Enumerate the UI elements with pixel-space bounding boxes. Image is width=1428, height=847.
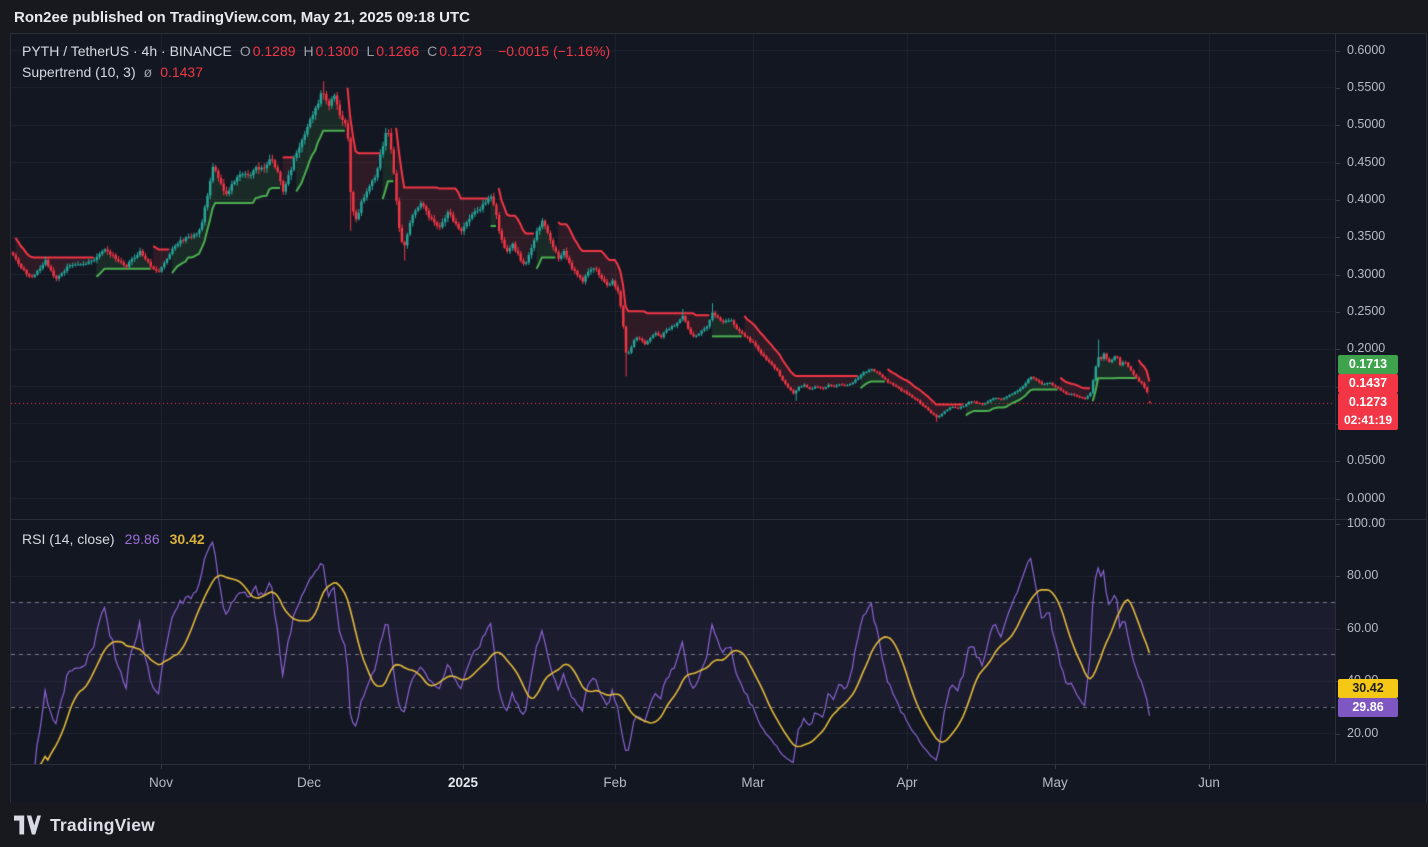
axis-tick-mark (1336, 311, 1340, 313)
rsi-title: RSI (14, close) (22, 531, 115, 547)
price-tick-label: 0.0000 (1347, 490, 1386, 505)
rsi-value: 29.86 (124, 531, 160, 547)
time-tick-mark (615, 765, 616, 769)
time-label-jun: Jun (1198, 775, 1220, 790)
ohlc-value: 0.1266 (376, 42, 420, 59)
ohlc-values: O 0.1289 H 0.1300 L 0.1266 C 0.1273 (240, 43, 490, 59)
rsi-ma-value: 30.42 (169, 531, 205, 547)
axis-tick-mark (1336, 576, 1340, 577)
countdown-timer: 02:41:19 (1343, 413, 1393, 428)
price-tick-label: 0.6000 (1347, 42, 1386, 57)
rsi-badge: 30.42 (1338, 678, 1398, 698)
time-tick-mark (161, 765, 162, 769)
price-tick-label: 0.5500 (1347, 79, 1386, 94)
rsi-tick-label: 20.00 (1347, 725, 1379, 740)
rsi-tick-label: 80.00 (1347, 568, 1379, 582)
chart-widget: PYTH / TetherUS · 4h · BINANCE O 0.1289 H 0… (10, 33, 1427, 803)
axis-tick-mark (1336, 274, 1340, 276)
axis-tick-mark (1336, 237, 1340, 239)
axis-tick-mark (1336, 523, 1340, 525)
time-tick-mark (907, 765, 908, 769)
axis-tick-mark (1336, 199, 1340, 201)
time-axis[interactable]: Nov Dec 2025 Feb Mar Apr May Jun (11, 764, 1426, 803)
axis-tick-mark (1336, 50, 1340, 52)
time-tick-mark (753, 765, 754, 769)
publish-header: Ron2ee published on TradingView.com, May… (14, 9, 470, 26)
ohlc-value: 0.1300 (315, 42, 359, 59)
price-tick-label: 0.2000 (1347, 341, 1386, 356)
axis-tick-mark (1336, 87, 1340, 89)
ohlc-key: L (366, 42, 375, 59)
time-label-nov: Nov (148, 775, 174, 790)
supertrend-title: Supertrend (10, 3) (22, 63, 136, 80)
tradingview-logo-icon[interactable] (14, 815, 41, 835)
price-tick-label: 0.4000 (1347, 191, 1386, 206)
price-tick-label: 0.2500 (1347, 303, 1386, 318)
ohlc-value: 0.1273 (439, 42, 483, 59)
rsi-tick-label: 100.00 (1347, 515, 1386, 530)
rsi-badge: 29.86 (1338, 697, 1398, 717)
supertrend-value: 0.1437 (160, 63, 204, 80)
time-label-may: May (1042, 775, 1068, 790)
time-tick-mark (463, 765, 464, 769)
supertrend-marker: ø (143, 63, 153, 80)
axis-tick-mark (1336, 498, 1340, 500)
axis-tick-mark (1336, 349, 1340, 351)
price-chart-canvas[interactable] (11, 34, 1335, 764)
main-legend[interactable]: PYTH / TetherUS · 4h · BINANCE O 0.1289 H 0… (22, 40, 610, 82)
axis-tick-mark (1336, 125, 1340, 127)
price-badge: 0.1713 (1338, 355, 1398, 375)
time-label-feb: Feb (603, 775, 627, 790)
footer-bar: TradingView (0, 803, 1428, 847)
ohlc-key: O (239, 42, 251, 59)
price-tick-label: 0.0500 (1347, 453, 1386, 468)
axis-tick-mark (1336, 628, 1340, 630)
ohlc-value: 0.1289 (252, 42, 296, 59)
time-tick-mark (1209, 765, 1210, 769)
tradingview-brand-link[interactable]: TradingView (50, 814, 155, 835)
ohlc-key: H (303, 42, 314, 59)
rsi-tick-label: 60.00 (1347, 620, 1379, 635)
time-label-apr: Apr (896, 775, 918, 790)
supertrend-legend-row[interactable]: Supertrend (10, 3) ø 0.1437 (22, 61, 610, 82)
rsi-legend[interactable]: RSI (14, close) 29.86 30.42 (22, 531, 205, 547)
price-axis[interactable]: 0.6000 0.5500 0.5000 0.4500 0.4000 0.3500 0.30… (1335, 34, 1427, 763)
time-tick-mark (309, 765, 310, 769)
symbol-title: PYTH / TetherUS · 4h · BINANCE (22, 42, 232, 59)
price-tick-label: 0.5000 (1347, 117, 1386, 132)
symbol-legend-row[interactable]: PYTH / TetherUS · 4h · BINANCE O 0.1289 H 0… (22, 40, 610, 61)
price-tick-label: 0.3500 (1347, 229, 1386, 244)
axis-tick-mark (1336, 461, 1340, 463)
price-badge: 0.1437 (1338, 374, 1398, 394)
time-label-mar: Mar (741, 775, 765, 790)
time-label-2025: 2025 (447, 775, 479, 790)
price-tick-label: 0.4500 (1347, 154, 1386, 169)
price-tick-label: 0.3000 (1347, 266, 1386, 281)
time-tick-mark (1055, 765, 1056, 769)
change-value: −0.0015 (−1.16%) (498, 42, 611, 59)
pane-separator[interactable] (11, 519, 1426, 520)
axis-tick-mark (1336, 162, 1340, 164)
axis-tick-mark (1336, 733, 1340, 735)
price-badge: 0.1273 02:41:19 (1338, 393, 1398, 431)
ohlc-key: C (427, 42, 438, 59)
time-label-dec: Dec (296, 775, 322, 790)
